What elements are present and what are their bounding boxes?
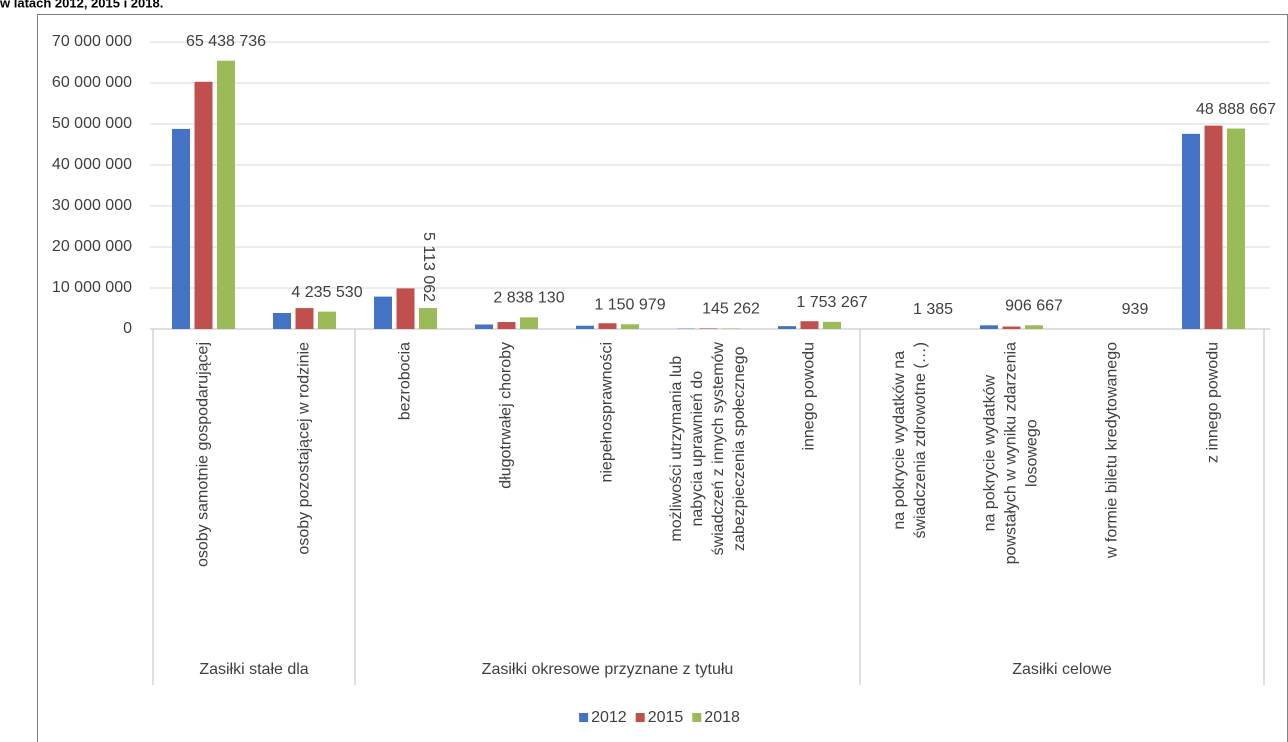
bar [1227,128,1245,329]
y-tick-label: 40 000 000 [52,156,132,173]
bar [1204,125,1223,329]
x-tick-label: nabycia uprawnień do [689,371,706,527]
y-tick-label: 50 000 000 [52,115,132,132]
x-tick-label: niepełnosprawności [599,342,616,483]
data-label: 65 438 736 [186,33,266,50]
x-tick-label: możliwości utrzymania lub [668,356,685,542]
legend-label: 2018 [704,709,740,726]
data-label: 1 385 [913,301,953,318]
bar [318,311,336,329]
chart-title: w latach 2012, 2015 i 2018. [0,0,163,10]
bar [273,313,291,329]
data-label: 4 235 530 [291,284,362,301]
bar [823,321,841,329]
bar [1182,133,1200,329]
data-label: 5 113 062 [420,232,437,302]
x-tick-label: długotrwałej choroby [498,342,515,489]
x-tick-label: innego powodu [801,342,818,451]
bar [419,308,437,329]
bar [475,324,493,329]
data-label: 1 753 267 [796,294,867,311]
bar [800,321,819,329]
data-label: 48 888 667 [1196,101,1276,118]
bar [1025,325,1043,329]
bar [295,308,314,329]
x-tick-label: powstałych w wyniku zdarzenia [1003,342,1020,564]
y-tick-label: 0 [123,320,132,337]
group-label: Zasiłki stałe dla [199,661,308,678]
y-tick-label: 20 000 000 [52,238,132,255]
x-tick-label: zabezpieczenia społecznego [731,346,748,551]
bar [598,323,617,329]
x-tick-label: świadczenia zdrowotne (…) [912,342,929,539]
bar [980,325,998,329]
bar [576,325,594,329]
bar [217,60,235,330]
legend-swatch [692,713,702,722]
data-label: 2 838 130 [493,290,564,307]
group-label: Zasiłki okresowe przyznane z tytułu [482,661,734,678]
bar [194,81,213,330]
bar [172,128,190,329]
y-tick-label: 70 000 000 [52,33,132,50]
bar [497,322,516,329]
bar [699,328,718,329]
legend-swatch [579,713,589,722]
x-tick-label: bezrobocia [397,342,414,420]
bar [722,328,740,329]
data-label: 939 [1122,301,1149,318]
legend-label: 2012 [591,709,627,726]
bar [621,324,639,329]
legend-label: 2015 [648,709,684,726]
x-tick-label: osoby samotnie gospodarującej [195,342,212,567]
y-tick-label: 10 000 000 [52,279,132,296]
data-label: 1 150 979 [594,296,665,313]
x-tick-label: losowego [1024,419,1041,487]
group-label: Zasiłki celowe [1012,661,1112,678]
y-tick-label: 60 000 000 [52,74,132,91]
bar [1002,326,1021,329]
data-label: 906 667 [1005,298,1063,315]
bar [374,296,392,329]
bar [520,317,538,329]
x-tick-label: świadczeń z innych systemów [710,342,727,556]
x-tick-label: z innego powodu [1205,342,1222,463]
x-tick-label: osoby pozostającej w rodzinie [296,342,313,555]
bar [778,326,796,329]
legend-swatch [635,713,645,722]
data-label: 145 262 [702,301,760,318]
x-tick-label: na pokrycie wydatków na [891,351,908,530]
y-tick-label: 30 000 000 [52,197,132,214]
x-tick-label: na pokrycie wydatków [982,374,999,531]
chart-border [37,14,1288,742]
x-tick-label: w formie biletu kredytowanego [1104,342,1121,559]
bar [396,288,415,329]
